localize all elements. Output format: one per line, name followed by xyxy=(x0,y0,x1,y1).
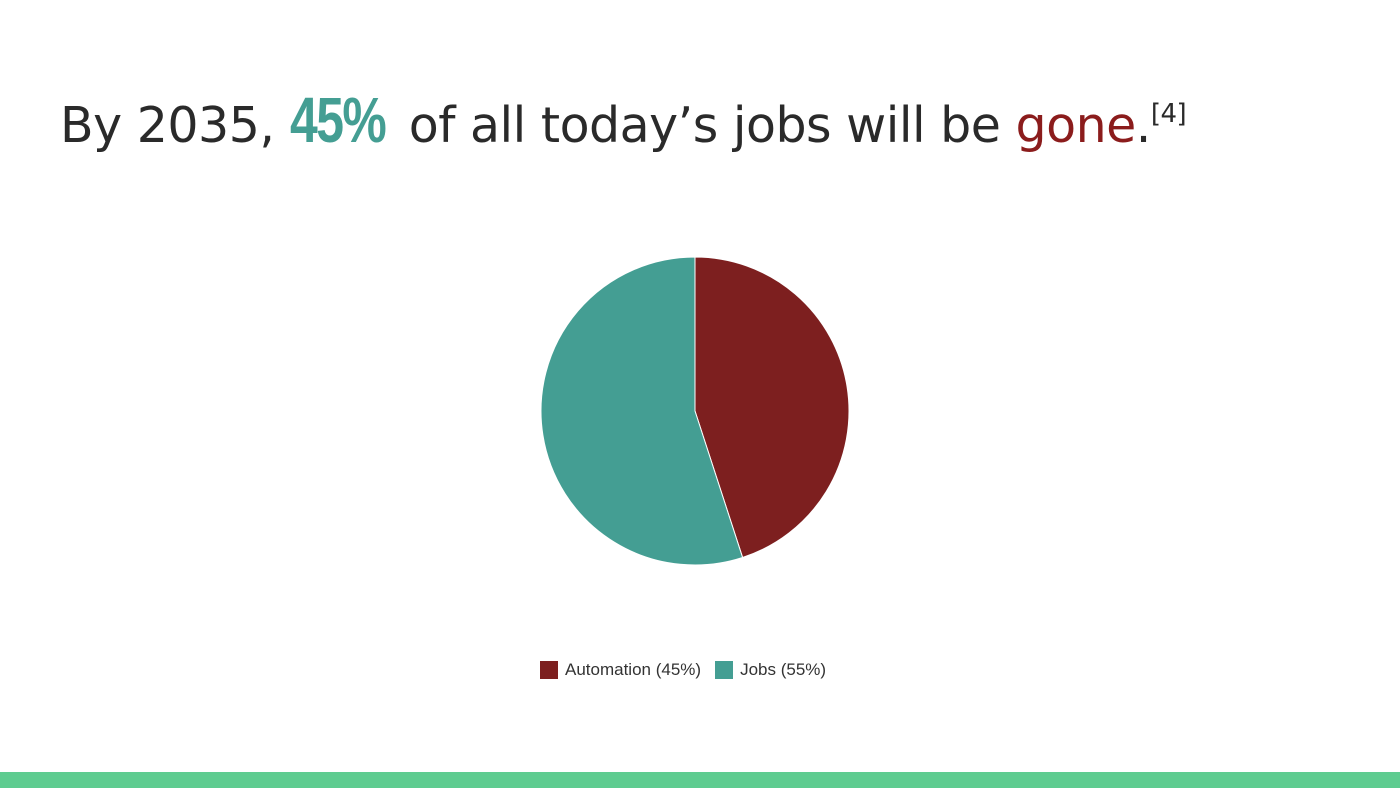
pie-slice-jobs xyxy=(540,256,744,566)
headline-middle: of all today’s jobs will be xyxy=(393,97,1016,154)
headline-keyword: gone xyxy=(1015,97,1136,154)
headline-stat: 45% xyxy=(289,84,387,156)
legend-swatch-jobs xyxy=(715,661,734,679)
legend-item-automation: Automation (45%) xyxy=(540,660,701,680)
legend-swatch-automation xyxy=(540,661,558,679)
headline-period: . xyxy=(1135,97,1152,154)
headline-prefix: By 2035, xyxy=(60,97,290,154)
headline: By 2035, 45% of all today’s jobs will be… xyxy=(60,72,1187,182)
pie-slice-automation xyxy=(694,256,850,559)
chart-legend: Automation (45%) Jobs (55%) xyxy=(540,660,840,680)
headline-citation: [4] xyxy=(1150,99,1187,129)
legend-item-jobs: Jobs (55%) xyxy=(715,660,826,680)
legend-label-automation: Automation (45%) xyxy=(565,660,702,679)
pie-slices xyxy=(540,256,850,566)
legend-label-jobs: Jobs (55%) xyxy=(740,660,827,679)
bottom-accent-bar xyxy=(0,772,1400,788)
